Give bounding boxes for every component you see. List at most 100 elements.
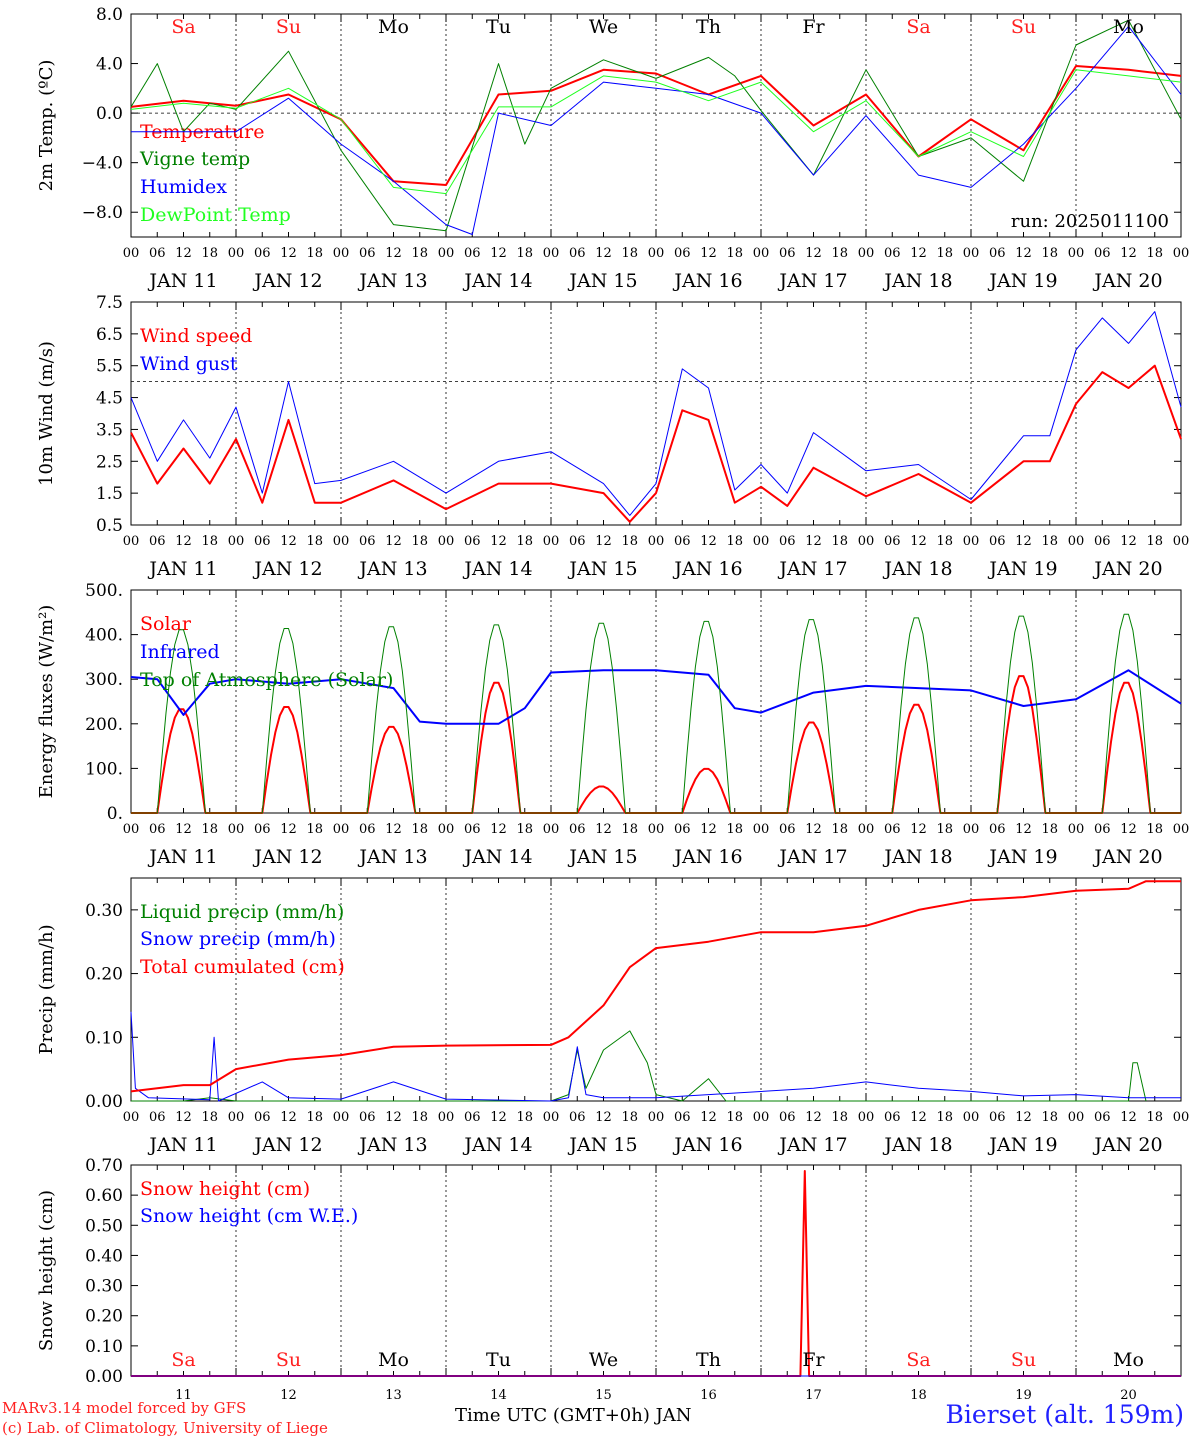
day-number-label: 19 xyxy=(1015,1388,1032,1400)
hour-tick-label: 12 xyxy=(385,534,402,549)
day-label: JAN 19 xyxy=(987,270,1057,292)
hour-tick-label: 06 xyxy=(464,1110,481,1125)
hour-tick-label: 06 xyxy=(884,246,901,261)
weekday-label-bottom: Tu xyxy=(486,1349,511,1371)
hour-tick-label: 18 xyxy=(411,534,428,549)
day-number-label: 13 xyxy=(385,1388,402,1400)
legend-entry: Top of Atmosphere (Solar) xyxy=(140,669,393,691)
weekday-label-top: Su xyxy=(276,16,301,38)
day-label: JAN 16 xyxy=(672,1134,742,1156)
hour-tick-label: 18 xyxy=(1146,534,1163,549)
hour-tick-label: 12 xyxy=(280,822,297,837)
hour-tick-label: 00 xyxy=(438,534,455,549)
day-label: JAN 16 xyxy=(672,270,742,292)
model-credit: MARv3.14 model forced by GFS xyxy=(2,1399,247,1417)
hour-tick-label: 18 xyxy=(936,246,953,261)
hour-tick-label: 12 xyxy=(910,822,927,837)
meteogram-chart: 8.0 4.0 0.0 −4.0 −8.0 2m Temp. (ºC) 00 06 12 18 00… xyxy=(36,5,1189,1400)
series-line-humidex xyxy=(131,25,1182,235)
hour-tick-label: 18 xyxy=(306,534,323,549)
legend-entry: Snow height (cm) xyxy=(140,1178,310,1200)
hour-tick-label: 00 xyxy=(858,246,875,261)
hour-tick-label: 18 xyxy=(621,534,638,549)
hour-tick-label: 12 xyxy=(1015,822,1032,837)
hour-tick-label: 06 xyxy=(989,246,1006,261)
hour-tick-label: 06 xyxy=(359,1110,376,1125)
y-axis-label: Energy fluxes (W/m²) xyxy=(36,605,57,799)
hour-tick-label: 00 xyxy=(753,1110,770,1125)
hour-tick-label: 18 xyxy=(411,822,428,837)
y-tick-label: 500. xyxy=(85,581,123,601)
y-tick-label: 0.20 xyxy=(85,1307,123,1327)
hour-tick-label: 00 xyxy=(858,822,875,837)
day-number-label: 18 xyxy=(910,1388,927,1400)
weekday-label-bottom: We xyxy=(589,1349,618,1371)
hour-tick-label: 12 xyxy=(1015,246,1032,261)
day-label: JAN 14 xyxy=(462,846,532,868)
y-tick-label: 8.0 xyxy=(96,5,123,25)
day-label: JAN 13 xyxy=(357,270,427,292)
day-label: JAN 12 xyxy=(252,270,322,292)
series-line-temperature xyxy=(130,65,1182,186)
y-tick-label: 0.40 xyxy=(85,1246,123,1266)
day-label: JAN 19 xyxy=(987,1134,1057,1156)
hour-tick-label: 12 xyxy=(385,1110,402,1125)
hour-tick-label: 18 xyxy=(411,246,428,261)
hour-tick-label: 12 xyxy=(175,1110,192,1125)
legend-entry: Liquid precip (mm/h) xyxy=(140,901,344,923)
hour-tick-label: 00 xyxy=(1068,1110,1085,1125)
hour-tick-label: 06 xyxy=(1094,822,1111,837)
series-line-top-of-atmosphere-solar xyxy=(131,613,1181,814)
hour-tick-label: 00 xyxy=(648,534,665,549)
hour-tick-label: 12 xyxy=(805,822,822,837)
hour-tick-label: 12 xyxy=(595,534,612,549)
hour-tick-label: 18 xyxy=(1041,246,1058,261)
hour-tick-label: 00 xyxy=(753,246,770,261)
hour-tick-label: 00 xyxy=(123,1110,140,1125)
day-number-label: 14 xyxy=(490,1388,507,1400)
day-label: JAN 18 xyxy=(882,270,952,292)
hour-tick-label: 18 xyxy=(201,534,218,549)
y-tick-label: 0.10 xyxy=(85,1028,123,1048)
hour-tick-label: 12 xyxy=(1120,534,1137,549)
hour-tick-label: 00 xyxy=(228,822,245,837)
hour-tick-label: 00 xyxy=(333,246,350,261)
hour-tick-label: 18 xyxy=(306,1110,323,1125)
hour-tick-label: 12 xyxy=(700,822,717,837)
hour-tick-label: 06 xyxy=(149,822,166,837)
weekday-label-bottom: Su xyxy=(1011,1349,1036,1371)
y-tick-label: −4.0 xyxy=(82,154,123,174)
day-label: JAN 17 xyxy=(777,558,847,580)
hour-tick-label: 12 xyxy=(1120,822,1137,837)
hour-tick-label: 18 xyxy=(726,822,743,837)
hour-tick-label: 06 xyxy=(464,822,481,837)
legend-entry: Vigne temp xyxy=(139,148,250,170)
day-label: JAN 17 xyxy=(777,846,847,868)
hour-tick-label: 00 xyxy=(123,534,140,549)
hour-tick-label: 18 xyxy=(201,246,218,261)
weekday-label-top: Su xyxy=(1011,16,1036,38)
station-name: Bierset (alt. 159m) xyxy=(945,1400,1184,1429)
hour-tick-label: 00 xyxy=(858,1110,875,1125)
hour-tick-label: 06 xyxy=(464,534,481,549)
y-tick-label: 0.60 xyxy=(85,1186,123,1206)
y-tick-label: 0.50 xyxy=(85,1216,123,1236)
hour-tick-label: 12 xyxy=(385,822,402,837)
hour-tick-label: 12 xyxy=(910,246,927,261)
hour-tick-label: 12 xyxy=(385,246,402,261)
hour-tick-label: 00 xyxy=(123,822,140,837)
day-label: JAN 15 xyxy=(567,270,637,292)
hour-tick-label: 06 xyxy=(989,822,1006,837)
weekday-label-bottom: Su xyxy=(276,1349,301,1371)
hour-tick-label: 00 xyxy=(858,534,875,549)
weekday-label-top: We xyxy=(589,16,618,38)
weekday-label-bottom: Sa xyxy=(906,1349,930,1371)
hour-tick-label: 00 xyxy=(333,822,350,837)
day-number-label: 20 xyxy=(1120,1388,1137,1400)
hour-tick-label: 06 xyxy=(779,246,796,261)
hour-tick-label: 18 xyxy=(621,1110,638,1125)
series-line-liquid-precip-mm-h xyxy=(131,1030,1147,1102)
day-label: JAN 12 xyxy=(252,846,322,868)
hour-tick-label: 18 xyxy=(936,1110,953,1125)
hour-tick-label: 06 xyxy=(569,1110,586,1125)
